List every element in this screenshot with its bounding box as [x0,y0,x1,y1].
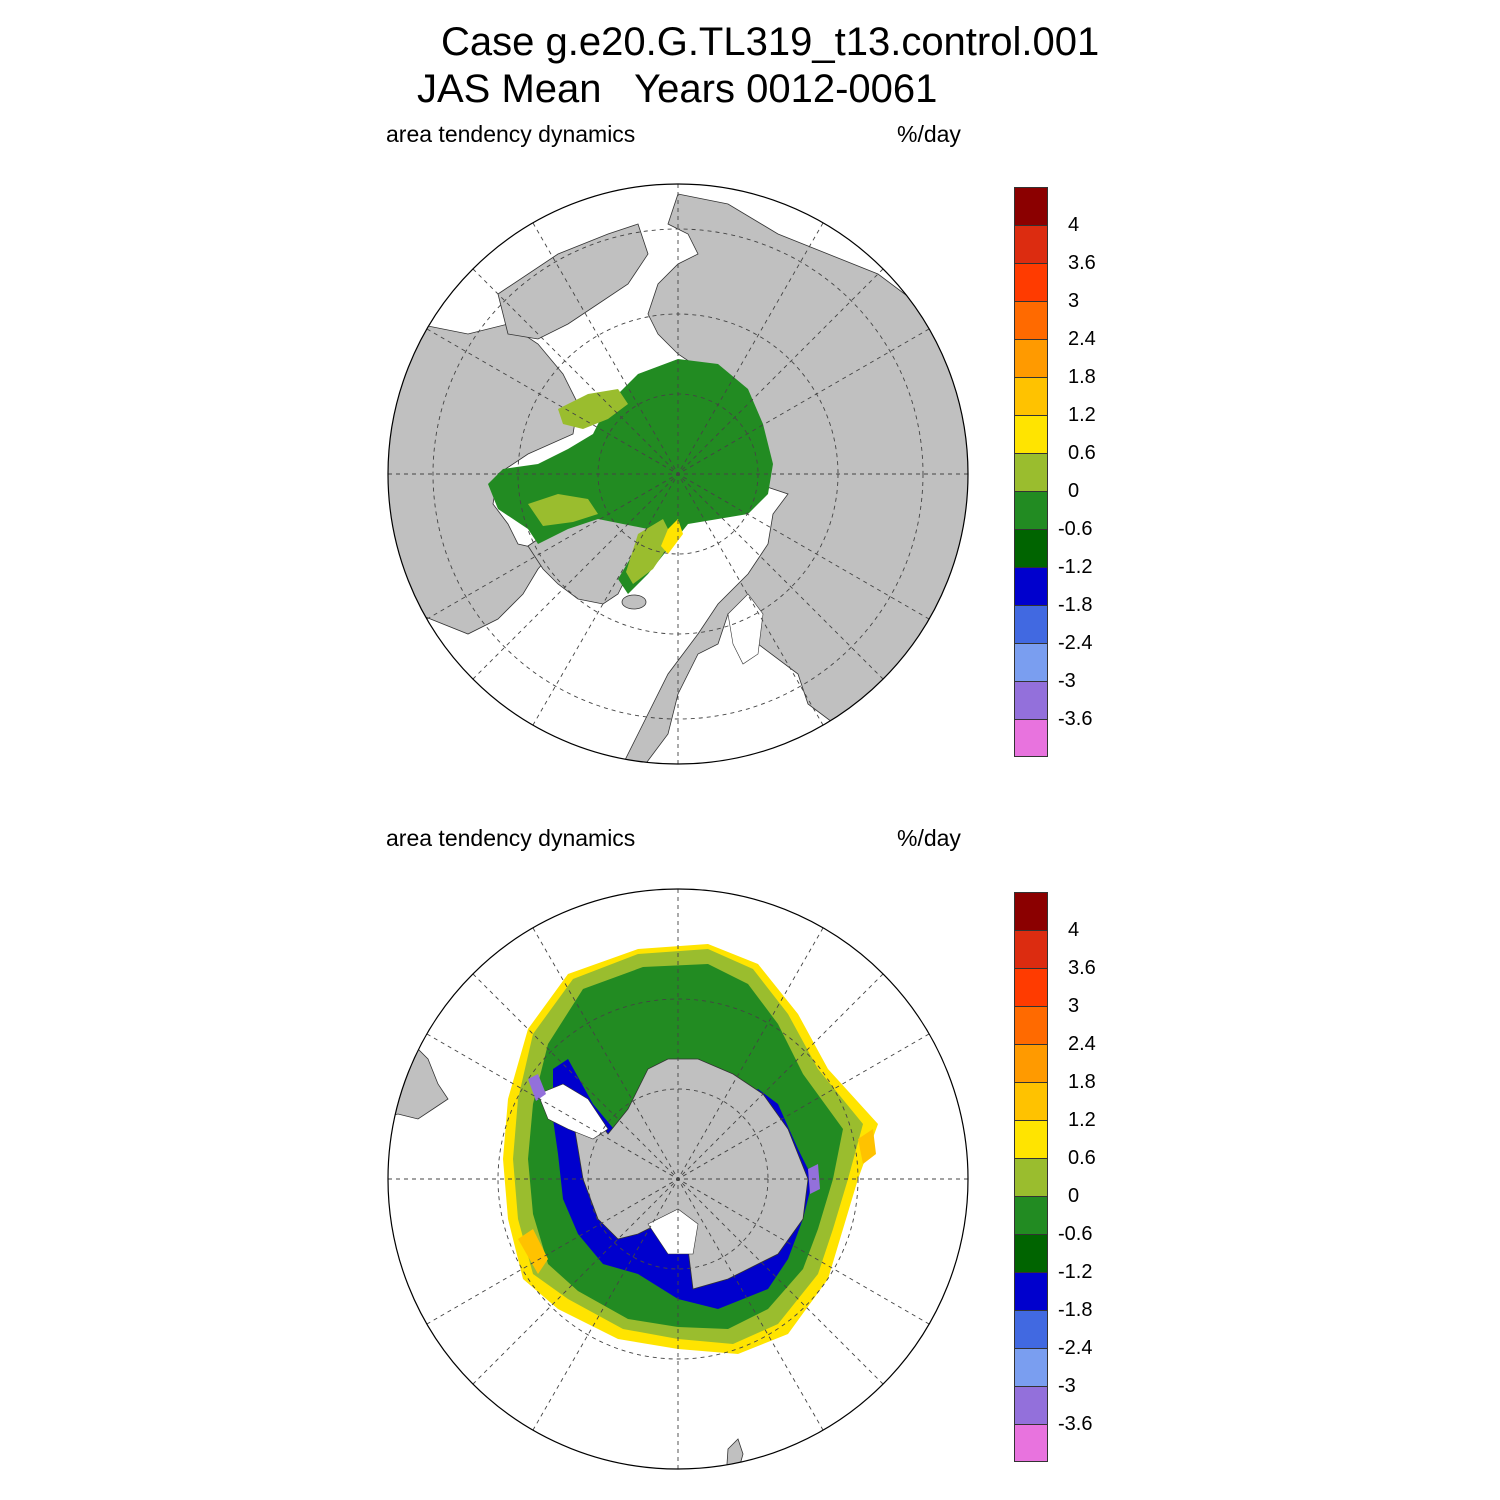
colorbar-swatch [1014,1424,1048,1462]
arctic-map [387,183,969,765]
colorbar-swatch [1014,1120,1048,1158]
colorbar-tick-label: 4 [1068,919,1080,941]
colorbar-tick-label: 0.6 [1068,442,1096,464]
colorbar-swatch [1014,1044,1048,1082]
panel2-right-label: %/day [897,825,961,851]
colorbar-tick-label: -3 [1058,670,1076,692]
colorbar-tick-label: 1.2 [1068,1109,1096,1131]
colorbar-swatch [1014,1196,1048,1234]
colorbar-tick-label: 2.4 [1068,328,1096,350]
colorbar-tick-label: 4 [1068,214,1080,236]
colorbar-tick-label: -3 [1058,1375,1076,1397]
colorbar-tick-label: -2.4 [1058,632,1093,654]
colorbar-tick-label: -1.8 [1058,594,1093,616]
colorbar-tick-label: -1.2 [1058,556,1093,578]
colorbar-swatch [1014,1006,1048,1044]
colorbar-swatch [1014,263,1048,301]
colorbar-swatch [1014,491,1048,529]
colorbar-bottom [1014,892,1048,1462]
ice-shelf-ross [647,1208,699,1255]
land-iceland [621,594,647,610]
colorbar-tick-label: 1.8 [1068,1071,1096,1093]
colorbar-swatch [1014,1310,1048,1348]
antarctic-map [387,888,969,1470]
colorbar-swatch [1014,187,1048,225]
colorbar-tick-label: 0 [1068,480,1080,502]
colorbar-swatch [1014,1386,1048,1424]
colorbar-tick-label: 0.6 [1068,1147,1096,1169]
colorbar-swatch [1014,892,1048,930]
panel1-right-label: %/day [897,121,961,147]
colorbar-swatch [1014,415,1048,453]
colorbar-tick-label: -3.6 [1058,708,1093,730]
colorbar-tick-label: -1.8 [1058,1299,1093,1321]
colorbar-swatch [1014,377,1048,415]
colorbar-tick-label: 3 [1068,290,1080,312]
colorbar-tick-label: 2.4 [1068,1033,1096,1055]
sea-ice-arctic-main [488,359,773,594]
colorbar-swatch [1014,339,1048,377]
colorbar-tick-label: -3.6 [1058,1413,1093,1435]
colorbar-tick-label: 3 [1068,995,1080,1017]
colorbar-tick-label: 1.8 [1068,366,1096,388]
land-alaska [497,223,649,340]
colorbar-tick-label: 3.6 [1068,252,1096,274]
ocean-baltic [727,593,764,665]
colorbar-tick-label: -1.2 [1058,1261,1093,1283]
colorbar-swatch [1014,1082,1048,1120]
land-eurasia [617,193,968,764]
colorbar-swatch [1014,529,1048,567]
colorbar-swatch [1014,719,1048,757]
sea-ice-arctic-yellow [661,519,683,554]
land-antarctica [572,1058,809,1290]
antarctic-graticule [388,889,968,1469]
colorbar-swatch [1014,225,1048,263]
colorbar-swatch [1014,643,1048,681]
colorbar-swatch [1014,681,1048,719]
plot-title-line1: Case g.e20.G.TL319_t13.control.001 [441,20,1100,64]
colorbar-tick-label: 0 [1068,1185,1080,1207]
colorbar-swatch [1014,605,1048,643]
colorbar-tick-label: 1.2 [1068,404,1096,426]
plot-title-line2: JAS Mean Years 0012-0061 [417,67,938,111]
colorbar-swatch [1014,567,1048,605]
colorbar-swatch [1014,1348,1048,1386]
colorbar-tick-label: -0.6 [1058,1223,1093,1245]
colorbar-top [1014,187,1048,757]
colorbar-swatch [1014,1158,1048,1196]
colorbar-swatch [1014,301,1048,339]
panel2-left-label: area tendency dynamics [386,825,636,851]
arctic-graticule [388,184,968,764]
colorbar-tick-label: -2.4 [1058,1337,1093,1359]
colorbar-swatch [1014,930,1048,968]
colorbar-swatch [1014,1272,1048,1310]
colorbar-swatch [1014,1234,1048,1272]
panel1-left-label: area tendency dynamics [386,121,636,147]
colorbar-tick-label: 3.6 [1068,957,1096,979]
colorbar-swatch [1014,968,1048,1006]
colorbar-swatch [1014,453,1048,491]
colorbar-tick-label: -0.6 [1058,518,1093,540]
